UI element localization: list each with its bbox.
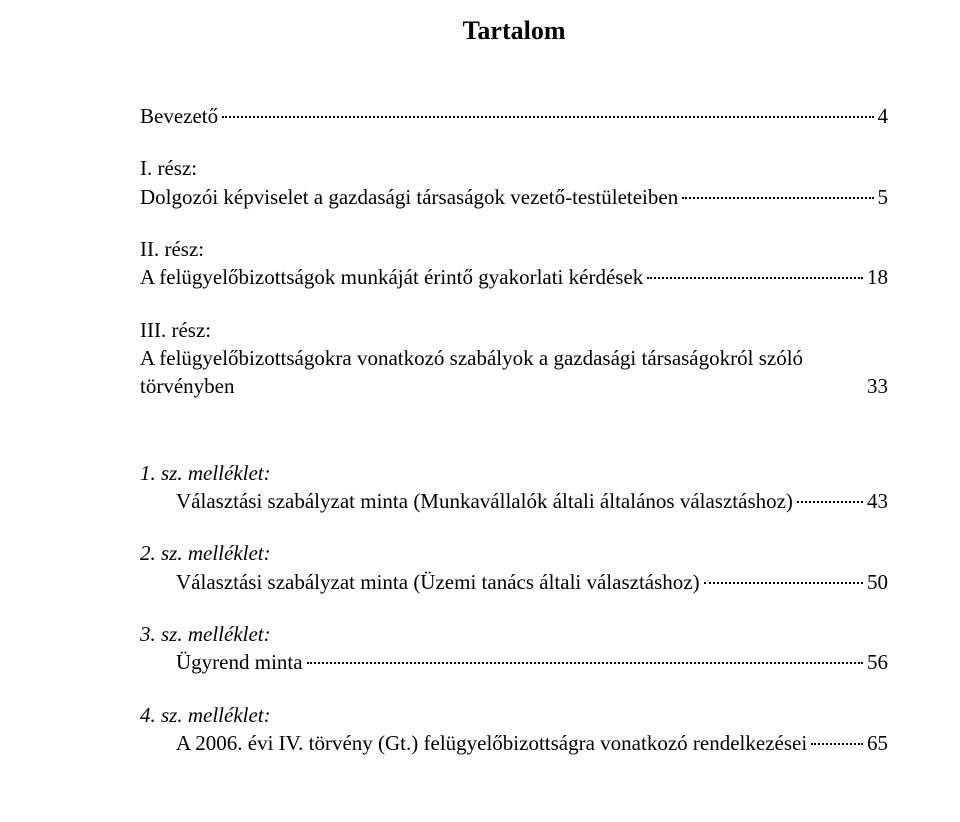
toc-page: 33 (861, 372, 888, 400)
page-title: Tartalom (140, 16, 888, 46)
toc-label: A 2006. évi IV. törvény (Gt.) felügyelőb… (176, 729, 807, 757)
page: Tartalom Bevezető 4 I. rész: Dolgozói ké… (0, 0, 960, 822)
toc-page: 65 (867, 729, 888, 757)
toc-label: Ügyrend minta (176, 648, 303, 676)
leader-dots (307, 662, 863, 664)
toc-entry-section3: III. rész: A felügyelőbizottságokra vona… (140, 316, 888, 401)
toc-heading: 2. sz. melléklet: (140, 539, 888, 567)
leader-dots (647, 277, 863, 279)
toc-page: 50 (867, 568, 888, 596)
toc-entry-annex4: 4. sz. melléklet: A 2006. évi IV. törvén… (140, 701, 888, 758)
toc-heading: 4. sz. melléklet: (140, 701, 888, 729)
toc-entry-annex3: 3. sz. melléklet: Ügyrend minta 56 (140, 620, 888, 677)
toc-label: Választási szabályzat minta (Munkavállal… (176, 487, 793, 515)
toc-heading: 1. sz. melléklet: (140, 459, 888, 487)
toc-heading: 3. sz. melléklet: (140, 620, 888, 648)
toc-label: Választási szabályzat minta (Üzemi tanác… (176, 568, 700, 596)
toc-heading: I. rész: (140, 154, 888, 182)
toc-label: A felügyelőbizottságok munkáját érintő g… (140, 263, 643, 291)
leader-dots (222, 116, 873, 118)
toc-entry-annex2: 2. sz. melléklet: Választási szabályzat … (140, 539, 888, 596)
toc-entry-section1: I. rész: Dolgozói képviselet a gazdasági… (140, 154, 888, 211)
leader-dots (811, 743, 863, 745)
leader-dots (682, 197, 873, 199)
toc-page: 43 (867, 487, 888, 515)
toc-heading: II. rész: (140, 235, 888, 263)
toc-label: Bevezető (140, 102, 218, 130)
toc-page: 4 (878, 102, 889, 130)
toc-page: 56 (867, 648, 888, 676)
toc-entry-annex1: 1. sz. melléklet: Választási szabályzat … (140, 459, 888, 516)
toc-label: A felügyelőbizottságokra vonatkozó szabá… (140, 344, 861, 401)
toc-label: Dolgozói képviselet a gazdasági társaság… (140, 183, 678, 211)
toc-entry-section2: II. rész: A felügyelőbizottságok munkájá… (140, 235, 888, 292)
leader-dots (704, 582, 863, 584)
toc-page: 18 (867, 263, 888, 291)
leader-dots (797, 501, 863, 503)
toc-entry-bevezeto: Bevezető 4 (140, 102, 888, 130)
toc-heading: III. rész: (140, 316, 888, 344)
toc-page: 5 (878, 183, 889, 211)
